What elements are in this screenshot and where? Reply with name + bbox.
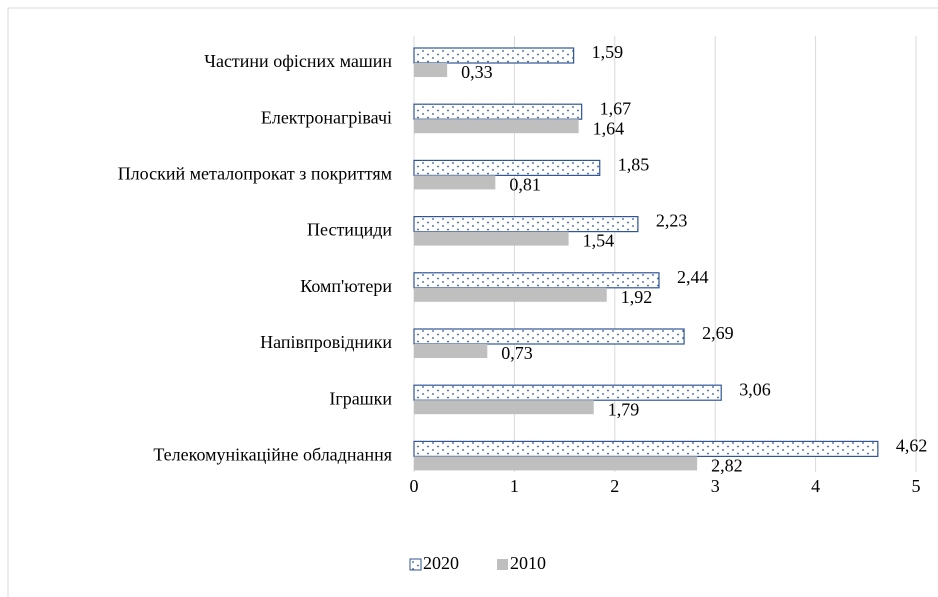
bar bbox=[413, 216, 639, 233]
value-label: 4,62 bbox=[896, 436, 928, 456]
y-tick-label: Електронагрівачі bbox=[261, 107, 392, 127]
bar bbox=[414, 231, 569, 246]
y-tick-label: Напівпровідники bbox=[260, 332, 392, 352]
value-label: 1,85 bbox=[618, 155, 650, 175]
value-label: 2,82 bbox=[711, 456, 743, 476]
legend-swatch bbox=[409, 558, 422, 571]
bar bbox=[414, 175, 496, 190]
y-tick-label: Іграшки bbox=[329, 388, 392, 408]
bar bbox=[414, 119, 579, 134]
bar bbox=[413, 103, 583, 120]
value-label: 1,54 bbox=[583, 231, 615, 251]
value-label: 2,23 bbox=[656, 211, 688, 231]
value-label: 1,67 bbox=[600, 98, 632, 118]
value-label: 1,64 bbox=[593, 118, 625, 138]
value-label: 2,44 bbox=[677, 267, 709, 287]
x-tick-label: 2 bbox=[610, 476, 619, 496]
x-tick-label: 3 bbox=[711, 476, 720, 496]
x-tick-label: 4 bbox=[811, 476, 820, 496]
value-label: 1,92 bbox=[621, 287, 653, 307]
bar bbox=[413, 384, 722, 401]
y-tick-label: Комп'ютери bbox=[300, 276, 392, 296]
y-tick-label: Плоский металопрокат з покриттям bbox=[118, 164, 392, 184]
bar bbox=[414, 287, 607, 302]
value-label: 0,73 bbox=[501, 343, 533, 363]
bar bbox=[414, 400, 594, 415]
value-label: 0,81 bbox=[509, 175, 540, 195]
value-label: 1,79 bbox=[608, 399, 640, 419]
bar bbox=[413, 328, 685, 345]
bar bbox=[414, 456, 698, 471]
chart-border bbox=[7, 7, 938, 597]
legend-label: 2020 bbox=[423, 553, 459, 573]
x-tick-label: 5 bbox=[912, 476, 921, 496]
value-label: 2,69 bbox=[702, 323, 734, 343]
legend-label: 2010 bbox=[510, 553, 546, 573]
bar bbox=[413, 47, 575, 64]
value-label: 3,06 bbox=[739, 379, 771, 399]
bar bbox=[413, 272, 660, 289]
bar bbox=[414, 63, 448, 77]
y-tick-label: Пестициди bbox=[307, 220, 392, 240]
y-tick-label: Частини офісних машин bbox=[204, 51, 392, 71]
legend-swatch bbox=[497, 559, 508, 570]
x-tick-label: 0 bbox=[410, 476, 419, 496]
value-label: 0,33 bbox=[461, 62, 493, 82]
bar bbox=[414, 344, 488, 358]
bar bbox=[413, 159, 601, 176]
value-label: 1,59 bbox=[592, 42, 624, 62]
x-tick-label: 1 bbox=[510, 476, 519, 496]
y-tick-label: Телекомунікаційне обладнання bbox=[153, 445, 392, 465]
bar bbox=[413, 440, 879, 457]
